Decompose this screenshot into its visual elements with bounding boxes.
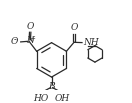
Text: -: -: [14, 35, 16, 44]
Text: OH: OH: [55, 94, 70, 103]
Text: +: +: [29, 36, 35, 42]
Text: O: O: [71, 23, 78, 32]
Text: N: N: [26, 36, 34, 45]
Text: O: O: [11, 37, 18, 46]
Text: O: O: [27, 22, 34, 31]
Text: HO: HO: [33, 94, 48, 103]
Text: NH: NH: [84, 38, 99, 47]
Text: B: B: [48, 81, 55, 91]
